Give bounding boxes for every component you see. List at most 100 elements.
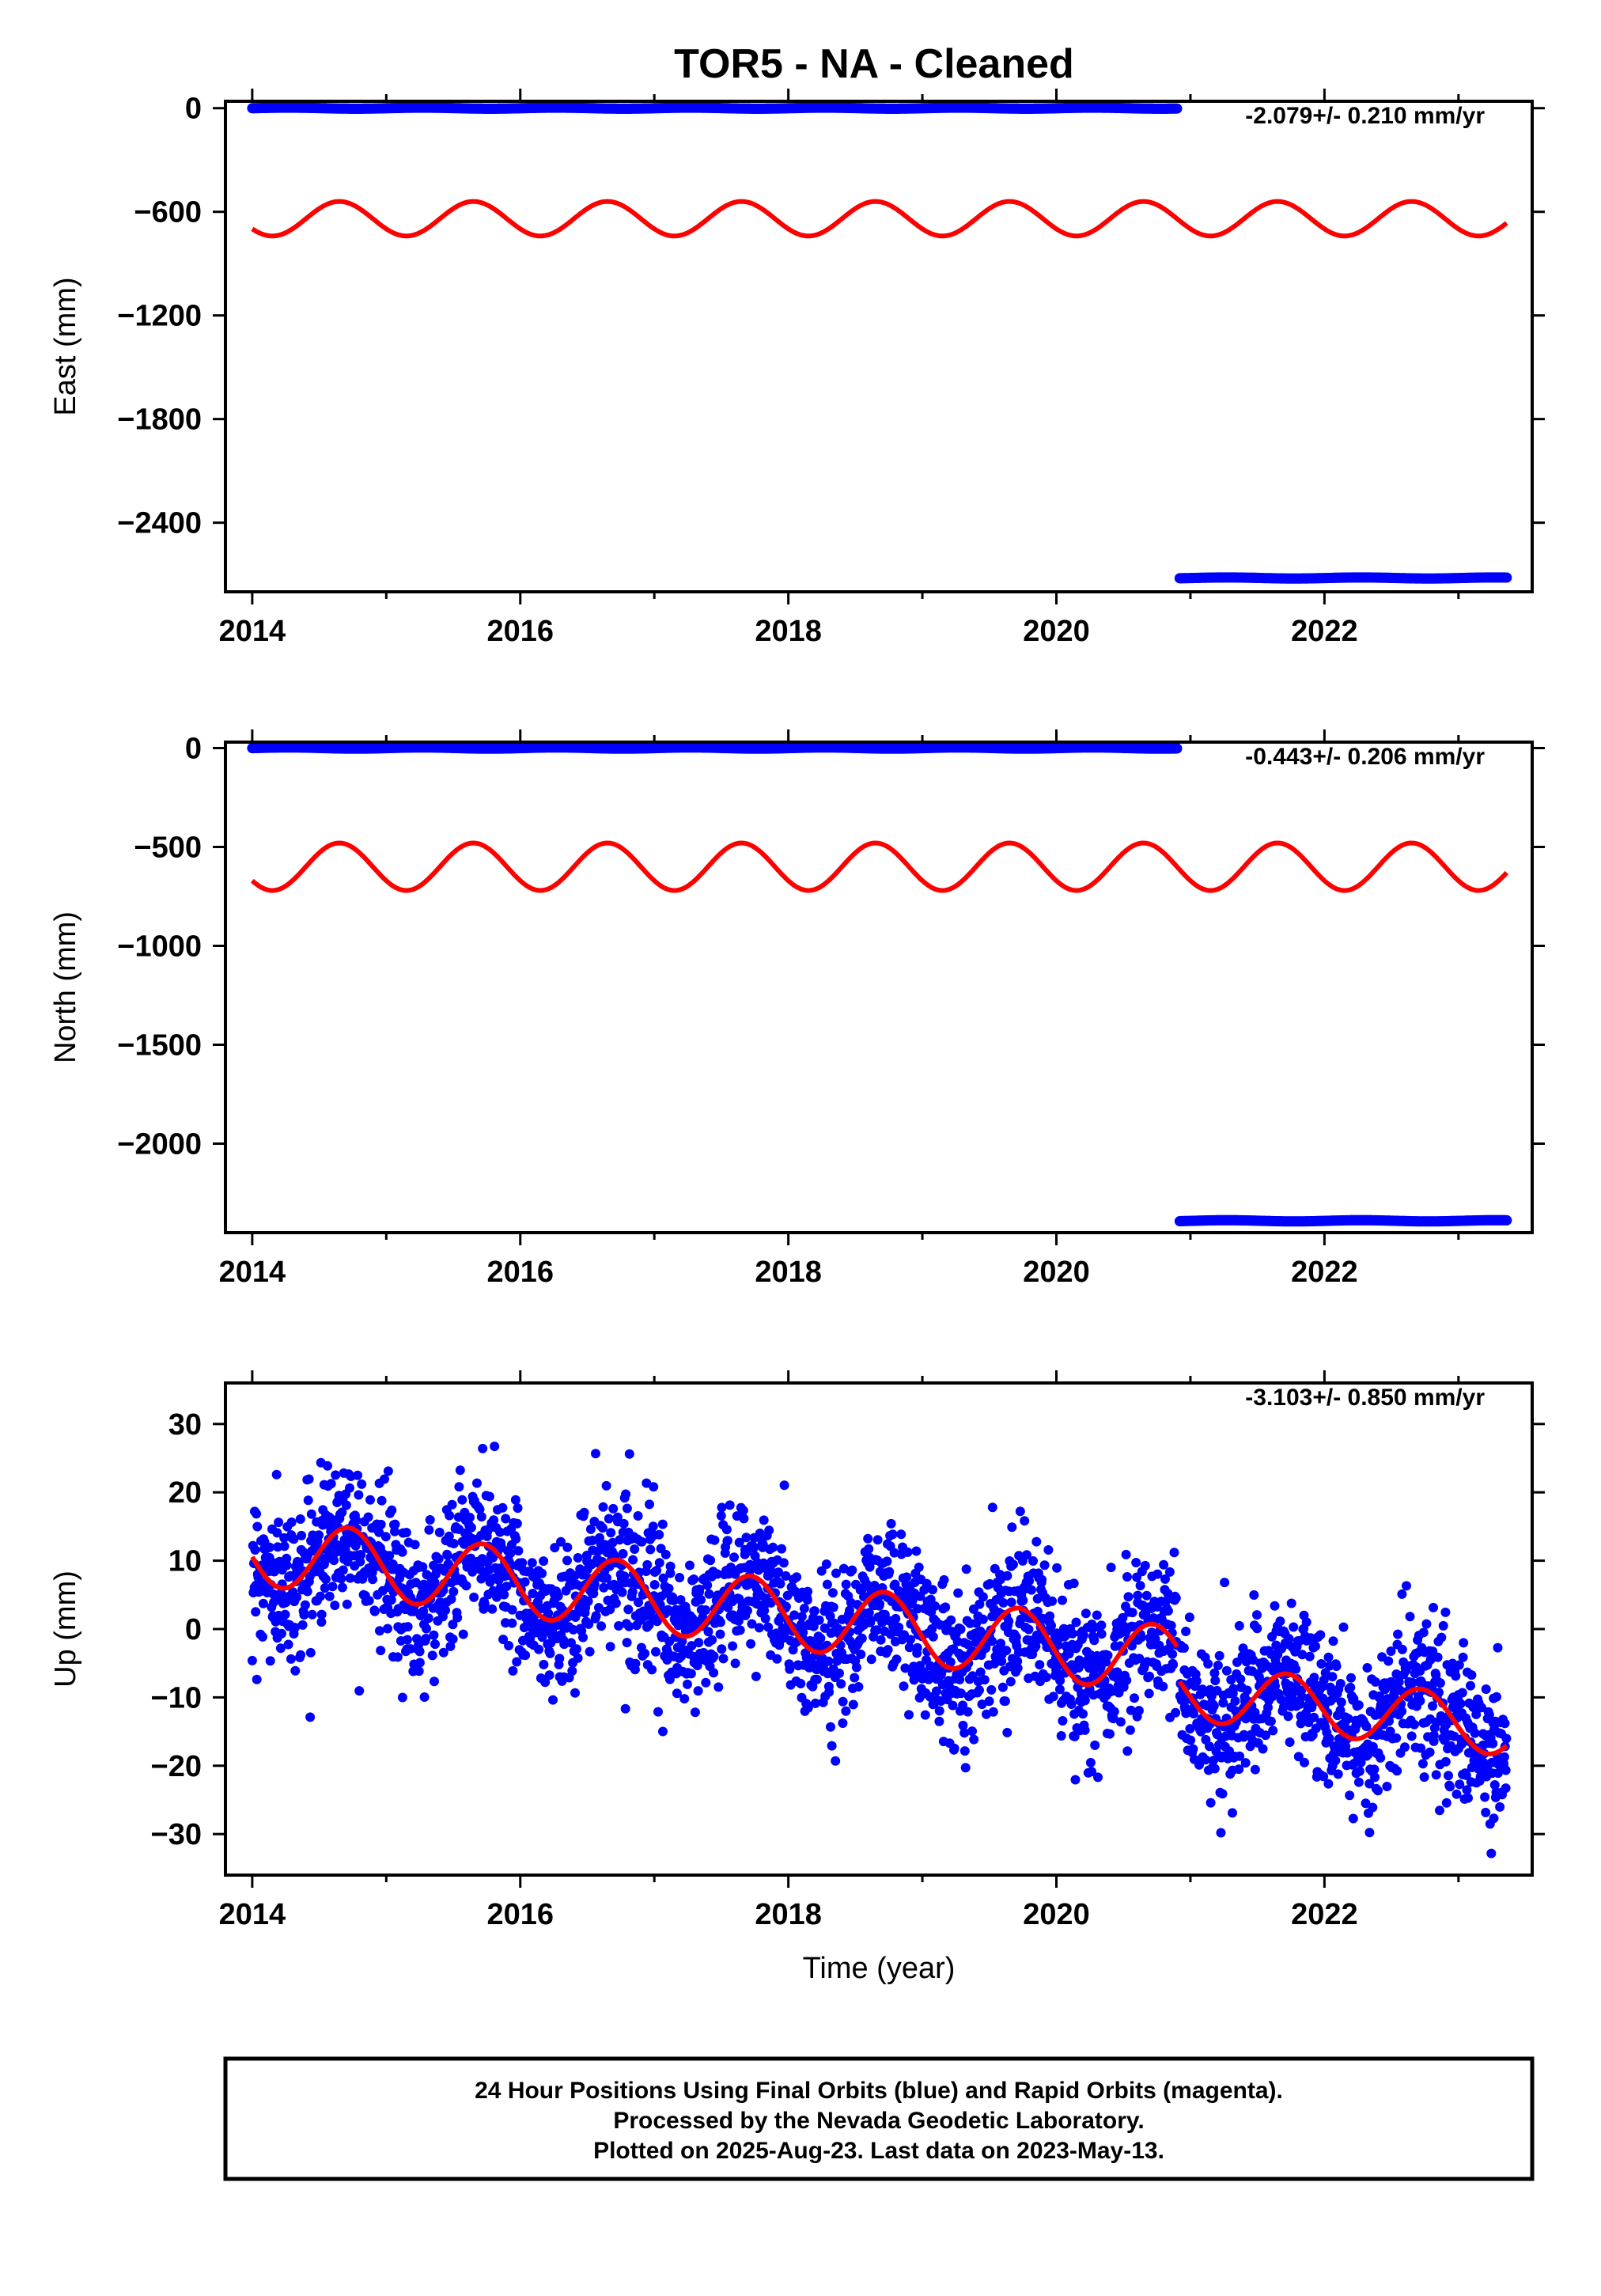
- data-point: [422, 1623, 431, 1634]
- data-point: [512, 1518, 522, 1529]
- data-point: [469, 1592, 479, 1602]
- data-point: [1419, 1772, 1429, 1783]
- data-point: [998, 1597, 1009, 1608]
- data-point: [679, 1694, 690, 1704]
- data-point: [797, 1612, 807, 1622]
- data-point: [751, 1671, 761, 1681]
- data-point: [283, 1639, 293, 1650]
- figure-title: TOR5 - NA - Cleaned: [674, 41, 1074, 87]
- data-point: [1293, 1752, 1304, 1762]
- data-point: [741, 1533, 751, 1543]
- data-point: [1417, 1759, 1428, 1769]
- data-point: [628, 1555, 638, 1565]
- data-point: [1080, 1695, 1090, 1706]
- data-point: [657, 1519, 668, 1529]
- data-point: [511, 1534, 521, 1544]
- data-point: [835, 1669, 844, 1678]
- data-point: [495, 1527, 505, 1537]
- data-point: [430, 1578, 440, 1588]
- data-point: [457, 1495, 467, 1505]
- data-point: [768, 1542, 778, 1552]
- data-points: [247, 102, 1512, 584]
- data-point: [1228, 1808, 1237, 1818]
- data-point: [277, 1628, 286, 1639]
- data-point: [570, 1570, 580, 1581]
- data-point: [779, 1480, 789, 1491]
- data-point: [1309, 1712, 1319, 1722]
- data-point: [1270, 1681, 1280, 1692]
- data-point: [1240, 1758, 1251, 1768]
- data-point: [578, 1632, 588, 1642]
- data-point: [1361, 1722, 1372, 1732]
- data-point: [562, 1542, 573, 1552]
- data-point: [928, 1631, 938, 1642]
- data-point: [1171, 1707, 1181, 1718]
- data-point: [550, 1543, 560, 1553]
- data-point: [798, 1627, 808, 1638]
- data-point: [1184, 1612, 1194, 1623]
- data-point: [499, 1589, 509, 1600]
- data-point: [585, 1524, 596, 1534]
- data-point: [958, 1700, 968, 1711]
- data-point: [1118, 1612, 1128, 1623]
- data-point: [386, 1595, 396, 1605]
- data-point: [824, 1687, 835, 1697]
- data-point: [1103, 1650, 1113, 1661]
- data-point: [1218, 1698, 1228, 1708]
- data-point: [336, 1574, 346, 1584]
- data-points: [247, 1442, 1512, 1858]
- data-point: [853, 1682, 864, 1692]
- data-point: [961, 1564, 971, 1574]
- data-point: [882, 1556, 892, 1567]
- data-point: [1087, 1767, 1097, 1777]
- data-point: [985, 1578, 995, 1589]
- data-point: [1022, 1550, 1031, 1560]
- data-point: [782, 1590, 793, 1601]
- data-point: [1201, 1755, 1210, 1765]
- data-point: [354, 1686, 365, 1696]
- x-ticks: [251, 89, 1460, 604]
- data-point: [1346, 1682, 1356, 1692]
- data-point: [567, 1666, 577, 1676]
- y-tick-label: −1000: [117, 930, 202, 964]
- data-point: [1105, 1729, 1115, 1739]
- data-point: [337, 1582, 347, 1593]
- data-point: [271, 1469, 282, 1480]
- data-point: [660, 1549, 671, 1559]
- data-point: [434, 1527, 445, 1537]
- data-point: [418, 1606, 429, 1616]
- data-point: [264, 1542, 274, 1552]
- data-point: [1234, 1764, 1244, 1775]
- data-point: [1002, 1727, 1012, 1737]
- data-point: [935, 1620, 945, 1630]
- data-point: [392, 1652, 403, 1662]
- data-point: [831, 1568, 841, 1578]
- data-point: [446, 1594, 456, 1605]
- data-point: [796, 1620, 806, 1630]
- data-point: [1345, 1790, 1355, 1801]
- data-point: [1031, 1641, 1041, 1651]
- data-point: [785, 1664, 795, 1674]
- data-point: [1397, 1589, 1407, 1599]
- data-point: [1134, 1654, 1145, 1664]
- data-point: [1343, 1714, 1353, 1724]
- data-point: [1261, 1730, 1270, 1741]
- data-point: [987, 1502, 997, 1513]
- data-point: [704, 1589, 714, 1599]
- data-point: [1335, 1679, 1346, 1688]
- data-point: [866, 1654, 876, 1665]
- data-point: [591, 1449, 600, 1459]
- data-point: [1266, 1716, 1276, 1726]
- data-point: [383, 1466, 393, 1476]
- data-point: [1392, 1766, 1402, 1776]
- data-point: [599, 1582, 609, 1593]
- data-point: [828, 1602, 838, 1612]
- data-point: [1158, 1681, 1168, 1692]
- data-point: [1397, 1644, 1407, 1654]
- data-point: [963, 1639, 973, 1650]
- data-point: [654, 1558, 664, 1568]
- data-point: [1311, 1641, 1320, 1651]
- data-point: [570, 1688, 580, 1698]
- data-point: [250, 1545, 260, 1555]
